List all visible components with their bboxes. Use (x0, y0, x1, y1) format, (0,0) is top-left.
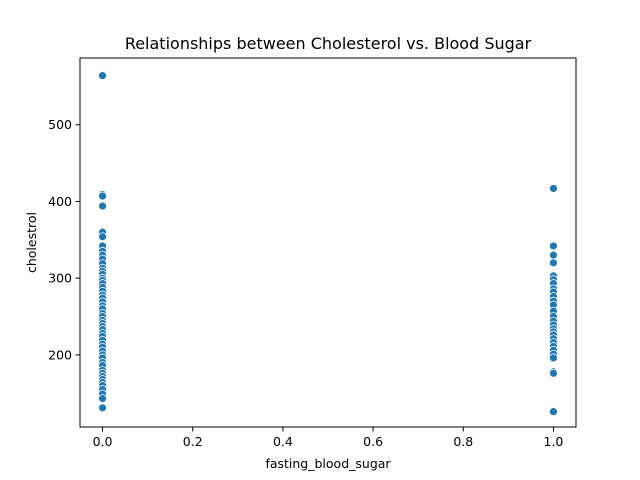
data-point (549, 407, 558, 417)
data-point (549, 184, 558, 193)
data-points (98, 71, 558, 417)
x-tick-label: 1.0 (544, 434, 564, 449)
data-point (98, 191, 107, 201)
x-tick-label: 0.4 (273, 434, 293, 449)
y-tick-label: 300 (48, 271, 72, 286)
y-tick-label: 400 (48, 194, 72, 209)
x-tick-label: 0.0 (93, 434, 113, 449)
data-point (549, 250, 558, 260)
data-point (98, 394, 107, 404)
data-point (549, 258, 558, 268)
data-point (98, 232, 107, 242)
chart-title: Relationships between Cholesterol vs. Bl… (125, 34, 532, 53)
x-axis-ticks: 0.0 0.2 0.4 0.6 0.8 1.0 (93, 427, 564, 449)
y-tick-label: 500 (48, 117, 72, 132)
x-tick-label: 0.8 (453, 434, 473, 449)
y-tick-label: 200 (48, 347, 72, 362)
y-axis-label: cholestrol (24, 212, 39, 273)
data-point (549, 368, 558, 378)
y-axis-ticks: 200 300 400 500 (48, 117, 80, 362)
data-point (98, 403, 107, 413)
x-axis-label: fasting_blood_sugar (265, 456, 391, 471)
data-point (549, 241, 558, 251)
data-point (98, 201, 107, 211)
data-point (549, 353, 558, 363)
plot-frame (79, 57, 577, 428)
data-point (98, 71, 107, 81)
x-tick-label: 0.2 (183, 434, 203, 449)
x-tick-label: 0.6 (363, 434, 383, 449)
